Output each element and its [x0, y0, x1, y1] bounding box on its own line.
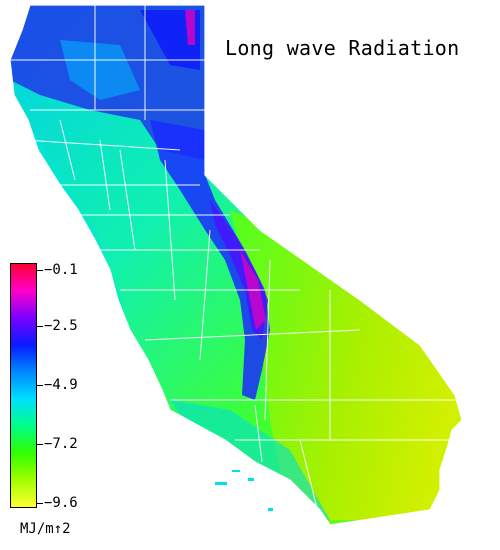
- colorbar-label-4: −9.6: [44, 495, 78, 511]
- colorbar-tick-2: [37, 385, 43, 386]
- colorbar-label-1: −2.5: [44, 318, 78, 334]
- colorbar-tick-1: [37, 326, 43, 327]
- state-outline: [9, 4, 463, 526]
- colorbar: [10, 263, 37, 508]
- colorbar-label-3: −7.2: [44, 436, 78, 452]
- colorbar-tick-3: [37, 444, 43, 445]
- colorbar-label-2: −4.9: [44, 377, 78, 393]
- map-title: Long wave Radiation: [225, 36, 460, 60]
- colorbar-label-0: −0.1: [44, 262, 78, 278]
- colorbar-tick-4: [37, 503, 43, 504]
- colorbar-units: MJ/m↑2: [20, 521, 71, 537]
- channel-islands: [215, 470, 273, 511]
- county-boundaries: [10, 5, 455, 521]
- colorbar-tick-0: [37, 270, 43, 271]
